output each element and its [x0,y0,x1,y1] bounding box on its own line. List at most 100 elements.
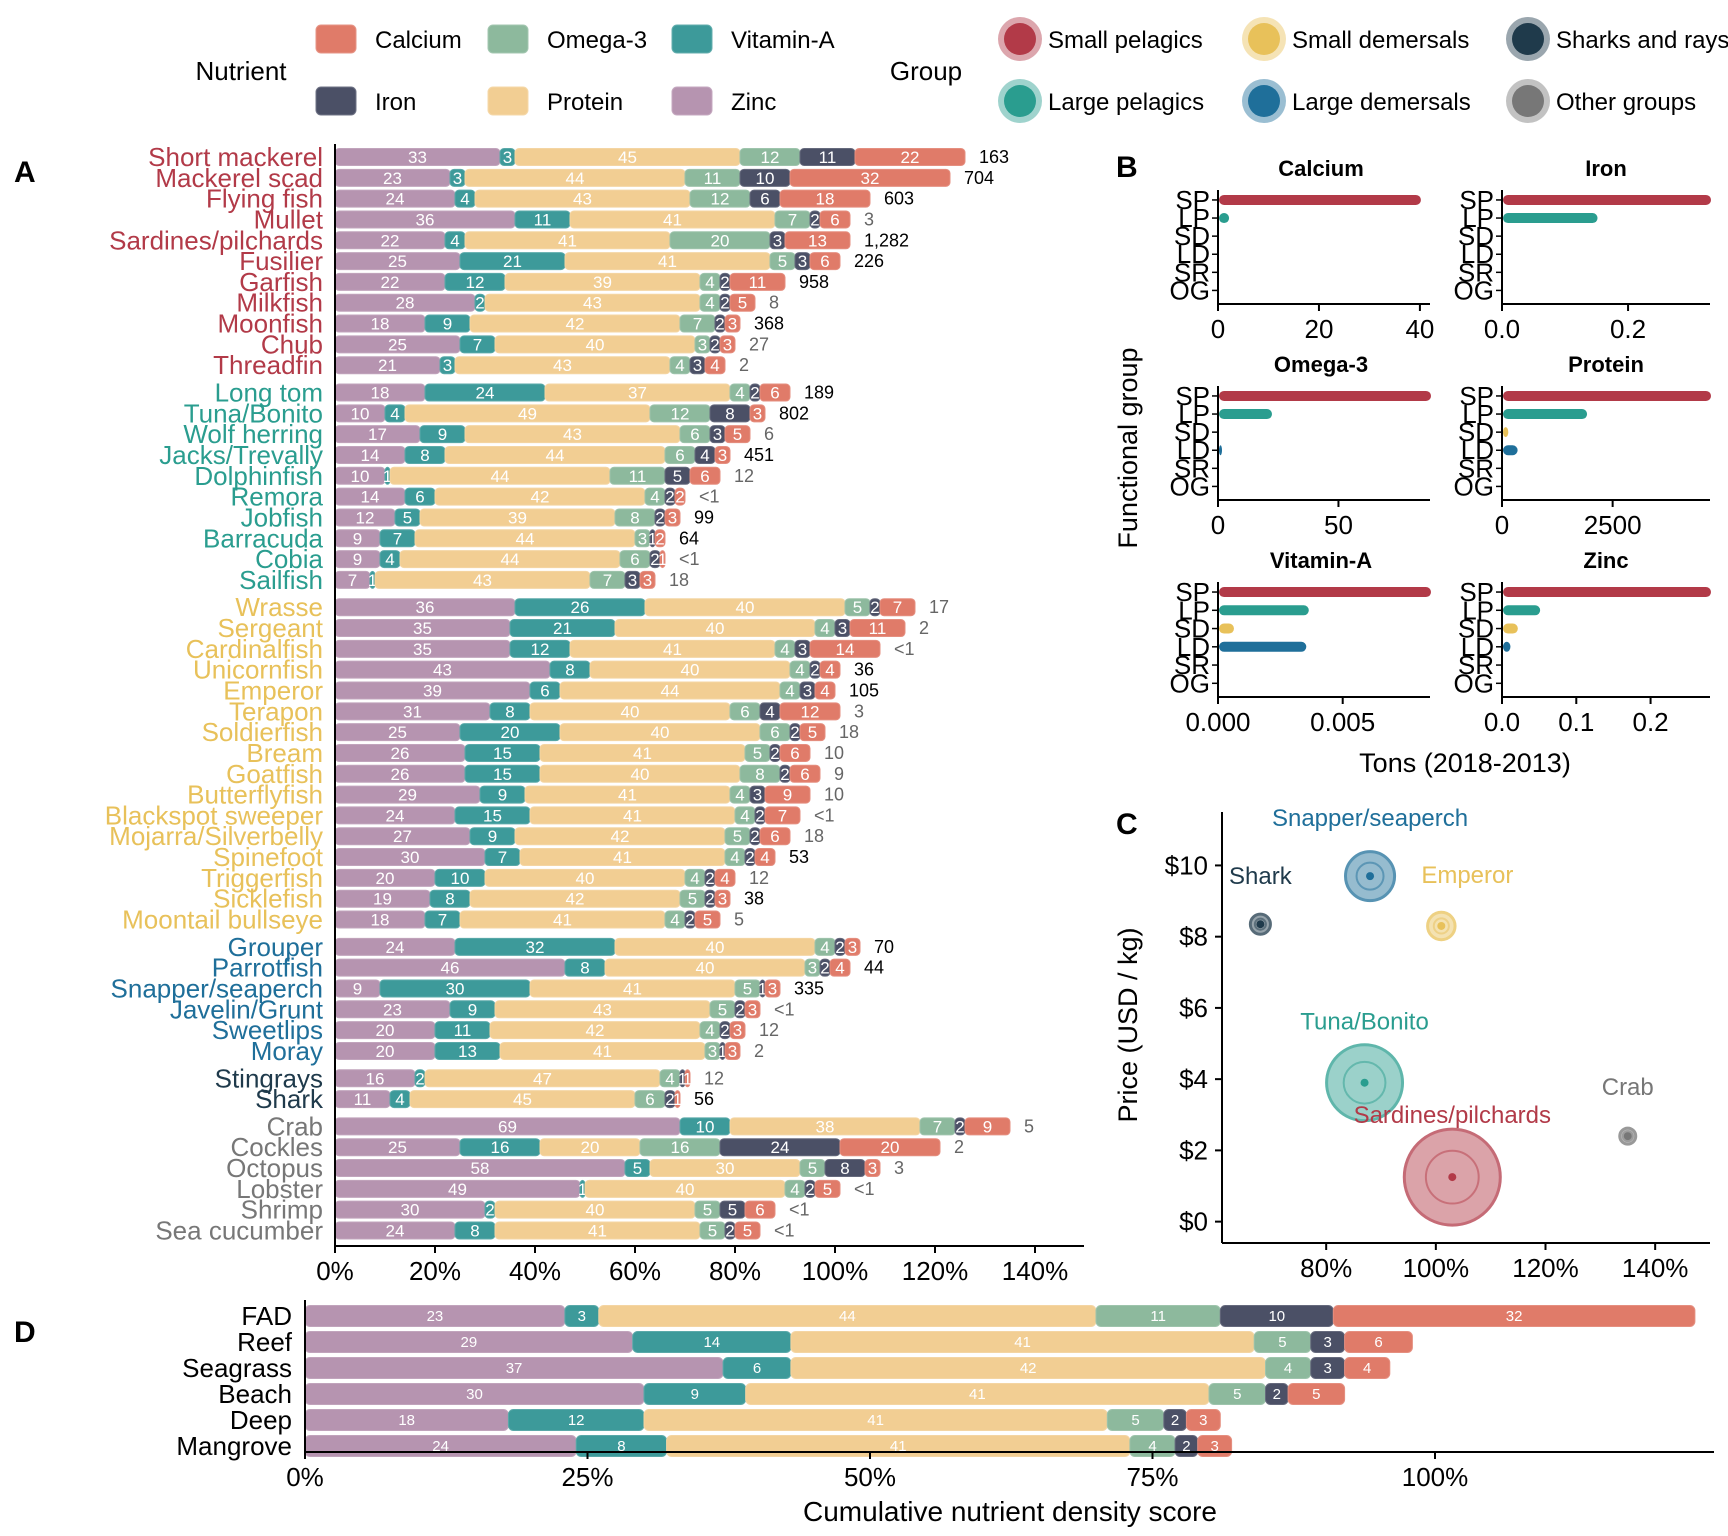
catch-label: <1 [894,639,915,659]
catch-label: <1 [679,549,700,569]
data-label-iron: 2 [750,827,759,846]
bar-sp [1503,587,1711,598]
data-label-vitamin-a: 20 [501,723,520,742]
data-label-vitamin-a: 6 [415,488,424,507]
data-label-omega-3: 4 [735,786,744,805]
category-label-og: OG [1170,275,1210,305]
data-label-protein: 43 [553,356,572,375]
catch-label: 12 [704,1068,724,1088]
point-emperor: Emperor [1421,862,1513,942]
catch-label: 17 [929,597,949,617]
data-label-iron: 4 [700,446,709,465]
catch-label: 6 [764,424,774,444]
bar-segment-calcium [864,1159,881,1178]
bar-row-jobfish: 12 5 39 8 2 3 Jobfish 99 [241,502,714,532]
data-label-calcium: 3 [848,938,857,957]
data-label-iron: 2 [715,315,724,334]
row-label: Mangrove [176,1431,292,1461]
point-dot [1448,1173,1457,1182]
data-label-iron: 2 [770,744,779,763]
data-label-protein: 42 [611,827,630,846]
bar-segment-calcium [724,1041,741,1060]
bar-row-lobster: 49 1 40 4 2 5 Lobster <1 [236,1174,874,1204]
data-label-iron: 5 [673,467,682,486]
data-label-protein: 41 [633,744,652,763]
category-label-sp: SP [1175,381,1210,411]
data-label-zinc: 69 [498,1117,517,1136]
data-label-zinc: 14 [361,446,380,465]
bar-row-unicornfish: 43 8 40 4 2 4 Unicornfish 36 [193,655,874,685]
legend-label-other-groups: Other groups [1556,89,1696,116]
data-label-calcium: 3 [868,1159,877,1178]
data-label-calcium: 5 [1312,1386,1320,1403]
row-label: Short mackerel [148,142,323,172]
legend-marker-sr [1512,23,1544,55]
bar-lp [1219,409,1272,420]
data-label-zinc: 29 [461,1334,478,1351]
data-label-omega-3: 4 [780,640,789,659]
category-label-sd: SD [1174,614,1210,644]
data-label-zinc: 24 [386,1222,405,1241]
data-label-vitamin-a: 9 [468,1000,477,1019]
habitat-row-reef: 29 14 41 5 3 6 Reef [237,1327,1413,1357]
bar-segment-calcium [809,252,841,271]
data-label-vitamin-a: 16 [491,1138,510,1157]
data-label-zinc: 22 [381,273,400,292]
point-label: Tuna/Bonito [1300,1009,1429,1036]
x-tick-label: 40 [1405,314,1434,344]
x-tick-label: 2500 [1584,510,1642,540]
data-label-protein: 41 [969,1386,986,1403]
catch-label: 163 [979,147,1009,167]
bar-row-mojarra-silverbelly: 27 9 42 5 2 6 Mojarra/Silverbelly 18 [109,821,824,851]
data-label-protein: 38 [816,1117,835,1136]
x-tick-label: 25% [561,1462,613,1492]
point-snapper-seaperch: Snapper/seaperch [1272,805,1468,903]
data-label-iron: 3 [628,571,637,590]
data-label-zinc: 16 [366,1069,385,1088]
data-label-omega-3: 3 [808,959,817,978]
bar-row-mackerel-scad: 23 3 44 11 10 32 Mackerel scad 704 [155,163,994,193]
x-tick-label: 60% [609,1256,661,1286]
data-label-omega-3: 4 [795,661,804,680]
bar-segment-calcium [779,189,871,208]
data-label-omega-3: 4 [820,938,829,957]
data-label-omega-3: 5 [1278,1334,1286,1351]
bar-segment-calcium [724,425,751,444]
catch-label: 2 [739,355,749,375]
category-label-sp: SP [1175,185,1210,215]
data-label-vitamin-a: 15 [493,744,512,763]
legend-label-sharks-and-rays: Sharks and rays [1556,27,1728,54]
data-label-omega-3: 4 [705,1021,714,1040]
data-label-protein: 40 [696,959,715,978]
data-label-omega-3: 11 [629,467,647,486]
data-label-iron: 2 [655,508,664,527]
data-label-omega-3: 6 [645,1090,654,1109]
data-label-omega-3: 8 [755,765,764,784]
point-dot [1623,1132,1632,1141]
panel-letter-b: B [1116,151,1138,184]
x-tick-label: 0.0 [1484,707,1520,737]
bar-segment-calcium [759,827,791,846]
point-label: Snapper/seaperch [1272,805,1468,832]
category-label-og: OG [1170,471,1210,501]
bar-row-stingrays: 16 2 47 4 11 Stingrays 12 [215,1063,724,1093]
x-tick-label: 120% [1512,1253,1579,1283]
bar-row-sergeant: 35 21 40 4 3 11 Sergeant 2 [217,613,929,643]
data-label-vitamin-a: 21 [553,619,572,638]
row-label: Octopus [226,1153,323,1183]
bar-segment-calcium [744,1200,776,1219]
catch-label: 10 [824,743,844,763]
data-label-iron: 2 [870,598,879,617]
data-label-omega-3: 5 [1131,1412,1139,1429]
row-label: Seagrass [182,1353,292,1383]
bar-row-barracuda: 9 7 44 3 12 Barracuda 64 [203,523,699,553]
nutrient-legend-title: Nutrient [195,56,287,86]
data-label-vitamin-a: 3 [578,1308,586,1325]
bar-sd [1503,623,1518,634]
data-label-omega-3: 3 [708,1042,717,1061]
point-label: Shark [1229,863,1293,890]
data-label-calcium: 3 [768,979,777,998]
